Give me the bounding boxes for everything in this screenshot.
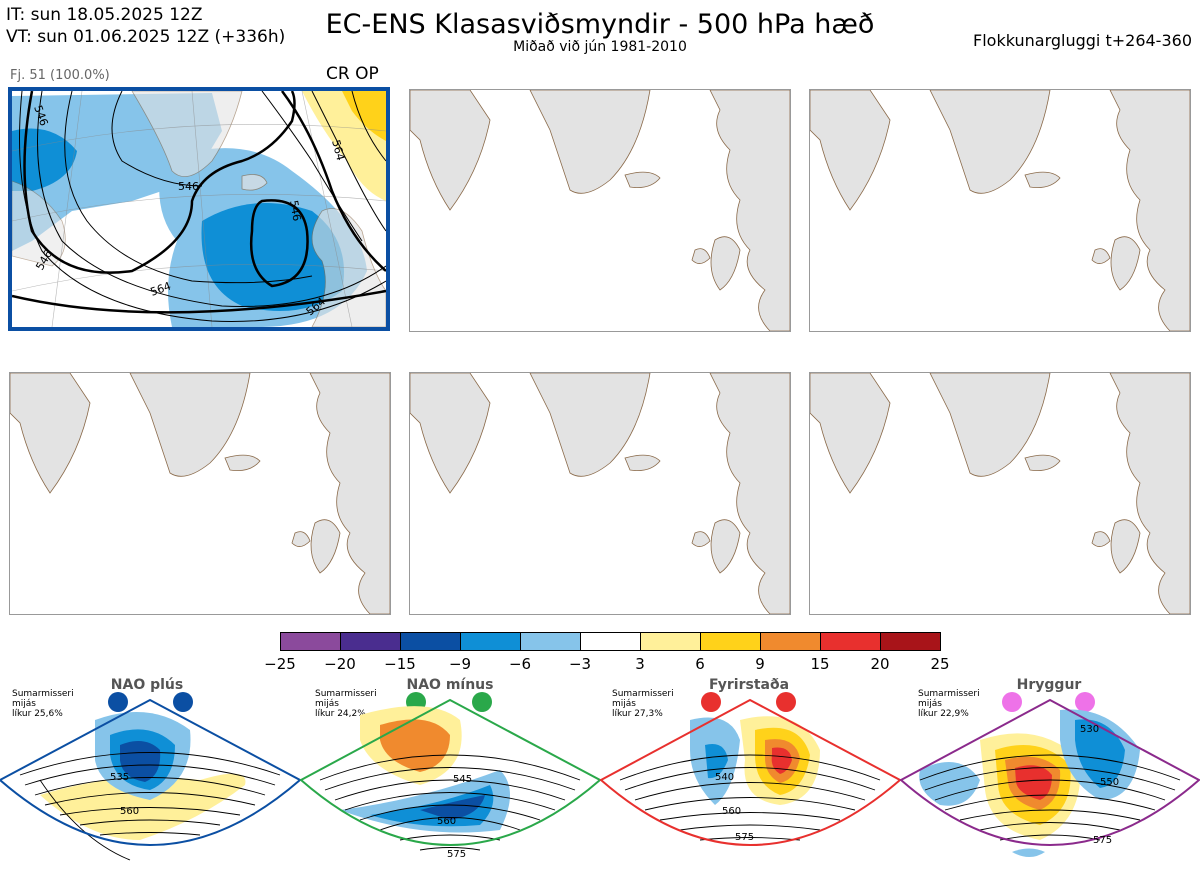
colorbar-tick-label: −25 bbox=[264, 655, 296, 673]
contour-label: 564 bbox=[329, 138, 347, 162]
regime-dot-nao-plus bbox=[173, 692, 193, 712]
contour-label: 535 bbox=[110, 772, 129, 783]
contour-label: 560 bbox=[722, 806, 741, 817]
colorbar-swatch bbox=[640, 632, 701, 651]
contour-label: 546 bbox=[287, 199, 303, 222]
regime-note-3: Sumarmisseri mijás líkur 27,3% bbox=[612, 689, 674, 719]
regime-map-nao-minus: 545 560 575 bbox=[299, 698, 602, 860]
contour-label: 560 bbox=[437, 816, 456, 827]
contour-label: 575 bbox=[735, 832, 754, 843]
contour-label: 546 bbox=[178, 180, 199, 193]
regime-map-nao-plus: 535 560 bbox=[0, 698, 302, 861]
init-time: IT: sun 18.05.2025 12Z bbox=[6, 5, 203, 25]
colorbar-tick-label: −15 bbox=[384, 655, 416, 673]
header-run-info: IT: sun 18.05.2025 12Z VT: sun 01.06.202… bbox=[6, 4, 285, 48]
regime-dot-nao-plus bbox=[108, 692, 128, 712]
colorbar-tick-label: 6 bbox=[695, 655, 705, 673]
valid-time: VT: sun 01.06.2025 12Z (+336h) bbox=[6, 27, 286, 47]
regime-map-blocking: 540 560 575 bbox=[599, 698, 902, 846]
colorbar-tick-label: 25 bbox=[930, 655, 950, 673]
cluster-map-1[interactable]: 546 546 546 546 564 564 564 bbox=[8, 87, 390, 331]
cluster-1-count: Fj. 51 (100.0%) bbox=[10, 68, 110, 83]
cluster-map-5[interactable] bbox=[409, 372, 791, 615]
colorbar-swatch bbox=[520, 632, 581, 651]
regime-dot-blocking bbox=[776, 692, 796, 712]
colorbar-tick-label: 3 bbox=[635, 655, 645, 673]
cluster-map-6[interactable] bbox=[809, 372, 1191, 615]
page-subtitle: Miðað við jún 1981-2010 bbox=[513, 39, 687, 55]
colorbar-swatch bbox=[580, 632, 641, 651]
regime-title-ridge: Hryggur bbox=[1016, 677, 1082, 693]
base-map bbox=[410, 90, 790, 331]
colorbar-swatch bbox=[280, 632, 341, 651]
colorbar-swatch bbox=[700, 632, 761, 651]
contour-label: 550 bbox=[1100, 777, 1119, 788]
base-map bbox=[810, 90, 1190, 331]
colorbar-tick-label: −6 bbox=[508, 655, 532, 673]
base-map bbox=[810, 373, 1190, 614]
regime-dot-ridge bbox=[1002, 692, 1022, 712]
regime-map-ridge: 530 550 575 bbox=[899, 698, 1200, 857]
page-title: EC-ENS Klasasviðsmyndir - 500 hPa hæð bbox=[325, 9, 875, 40]
regime-dot-blocking bbox=[701, 692, 721, 712]
colorbar-tick-label: −9 bbox=[448, 655, 472, 673]
colorbar-swatch bbox=[760, 632, 821, 651]
colorbar-swatch bbox=[820, 632, 881, 651]
colorbar-tick-label: 20 bbox=[870, 655, 890, 673]
colorbar-tick-label: 15 bbox=[810, 655, 830, 673]
cluster-map-1-canvas: 546 546 546 546 564 564 564 bbox=[12, 91, 386, 327]
classification-window: Flokkunargluggi t+264-360 bbox=[973, 31, 1192, 50]
regime-title-nao-plus: NAO plús bbox=[110, 677, 184, 693]
regime-dot-ridge bbox=[1075, 692, 1095, 712]
cluster-map-2[interactable] bbox=[409, 89, 791, 332]
colorbar-tick-label: −3 bbox=[568, 655, 592, 673]
base-map bbox=[10, 373, 390, 614]
regime-title-nao-minus: NAO mínus bbox=[406, 677, 494, 693]
colorbar-swatch bbox=[880, 632, 941, 651]
colorbar-tick-label: −20 bbox=[324, 655, 356, 673]
regime-dot-nao-minus bbox=[472, 692, 492, 712]
contour-label: 545 bbox=[453, 774, 472, 785]
contour-label: 560 bbox=[120, 806, 139, 817]
contour-label: 530 bbox=[1080, 724, 1099, 735]
regime-maps: 535 560 545 560 575 540 bbox=[0, 698, 1200, 861]
regime-note-1: Sumarmisseri mijás líkur 25,6% bbox=[12, 689, 74, 719]
cluster-map-4[interactable] bbox=[9, 372, 391, 615]
colorbar-swatch bbox=[340, 632, 401, 651]
colorbar-swatch bbox=[460, 632, 521, 651]
colorbar-swatch bbox=[400, 632, 461, 651]
colorbar-tick-label: 9 bbox=[755, 655, 765, 673]
regime-note-4: Sumarmisseri mijás líkur 22,9% bbox=[918, 689, 980, 719]
contour-label: 540 bbox=[715, 772, 734, 783]
contour-label: 575 bbox=[447, 849, 466, 860]
contour-label: 575 bbox=[1093, 835, 1112, 846]
regime-note-2: Sumarmisseri mijás líkur 24,2% bbox=[315, 689, 377, 719]
regime-title-blocking: Fyrirstaða bbox=[708, 677, 790, 693]
cluster-1-tag: CR OP bbox=[326, 64, 379, 84]
cluster-map-3[interactable] bbox=[809, 89, 1191, 332]
base-map bbox=[410, 373, 790, 614]
